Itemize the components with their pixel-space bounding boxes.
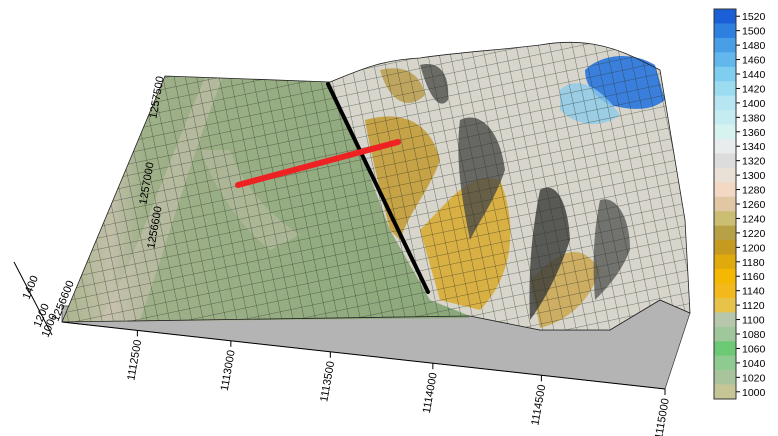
colorbar-swatch <box>714 66 736 82</box>
colorbar-swatch <box>714 297 736 313</box>
colorbar-swatch <box>714 52 736 68</box>
z-axis: 1400 1200 1000 1256600 <box>13 261 77 339</box>
colorbar-swatch <box>714 240 736 255</box>
colorbar-label: 1180 <box>742 257 765 269</box>
z-axis-label: 1400 <box>21 274 41 301</box>
colorbar-label: 1100 <box>742 315 765 327</box>
colorbar-label: 1400 <box>742 98 766 110</box>
colorbar-label: 1280 <box>742 185 766 197</box>
colorbar-swatch <box>714 254 736 270</box>
colorbar-legend: 1520 1500 1480 1460 1440 1420 1400 1380 1360 1340… <box>713 8 766 400</box>
colorbar-label: 1360 <box>742 127 766 139</box>
colorbar-swatch <box>714 139 736 154</box>
x-axis-line <box>61 321 666 390</box>
z-axis-line <box>13 261 53 336</box>
colorbar-swatch <box>714 23 736 39</box>
colorbar-label: 1080 <box>742 329 766 341</box>
colorbar-label: 1300 <box>742 170 766 182</box>
x-tick-label: 1113000 <box>219 349 238 392</box>
colorbar-label: 1160 <box>742 271 765 283</box>
x-tick-label: 1115000 <box>653 397 672 436</box>
colorbar-swatch <box>714 211 736 226</box>
colorbar-swatch <box>714 9 736 24</box>
colorbar-swatch <box>714 110 736 125</box>
colorbar-label: 1340 <box>742 141 766 153</box>
colorbar-label: 1220 <box>742 228 766 240</box>
colorbar-label: 1140 <box>742 286 765 298</box>
x-tick-label: 1112500 <box>125 339 144 382</box>
colorbar-swatch <box>714 167 736 183</box>
colorbar-label: 1240 <box>742 213 766 225</box>
colorbar-label: 1040 <box>742 358 766 370</box>
surface-outline <box>61 41 691 331</box>
x-tick-label: 1113500 <box>318 360 337 403</box>
colorbar-swatch <box>714 225 736 241</box>
colorbar-swatch <box>714 341 736 356</box>
colorbar-label: 1460 <box>742 55 766 67</box>
colorbar-swatch <box>714 326 736 342</box>
red-profile-line <box>235 139 401 188</box>
colorbar-label: 1380 <box>742 112 766 124</box>
colorbar-label: 1260 <box>742 199 766 211</box>
colorbar-label: 1000 <box>742 387 766 399</box>
black-profile-line <box>326 82 430 294</box>
colorbar-label: 1520 <box>742 11 766 23</box>
colorbar-label: 1320 <box>742 156 766 168</box>
colorbar-label: 1440 <box>742 69 766 81</box>
colorbar-swatch <box>714 37 736 53</box>
colorbar-frame <box>713 8 737 400</box>
colorbar-label: 1500 <box>742 26 766 38</box>
colorbar-swatch <box>714 384 736 400</box>
colorbar-label: 1480 <box>742 40 766 52</box>
colorbar-swatch <box>714 81 736 96</box>
colorbar-label: 1020 <box>742 372 766 384</box>
colorbar-label: 1060 <box>742 343 766 355</box>
x-tick-label: 1114500 <box>529 384 548 427</box>
colorbar-swatch <box>714 182 736 198</box>
colorbar-label: 1420 <box>742 83 766 95</box>
colorbar-swatch <box>714 283 736 299</box>
x-tick-label: 1114000 <box>421 372 440 415</box>
colorbar-swatch <box>714 269 736 284</box>
colorbar-label: 1200 <box>742 242 766 254</box>
colorbar-swatch <box>714 370 736 385</box>
colorbar-swatch <box>714 95 736 111</box>
colorbar-swatch <box>714 153 736 169</box>
colorbar-swatch <box>714 355 736 371</box>
colorbar-swatch <box>714 124 736 140</box>
colorbar-label: 1120 <box>742 300 765 312</box>
colorbar-swatch <box>714 196 736 212</box>
colorbar-swatch <box>714 312 736 328</box>
